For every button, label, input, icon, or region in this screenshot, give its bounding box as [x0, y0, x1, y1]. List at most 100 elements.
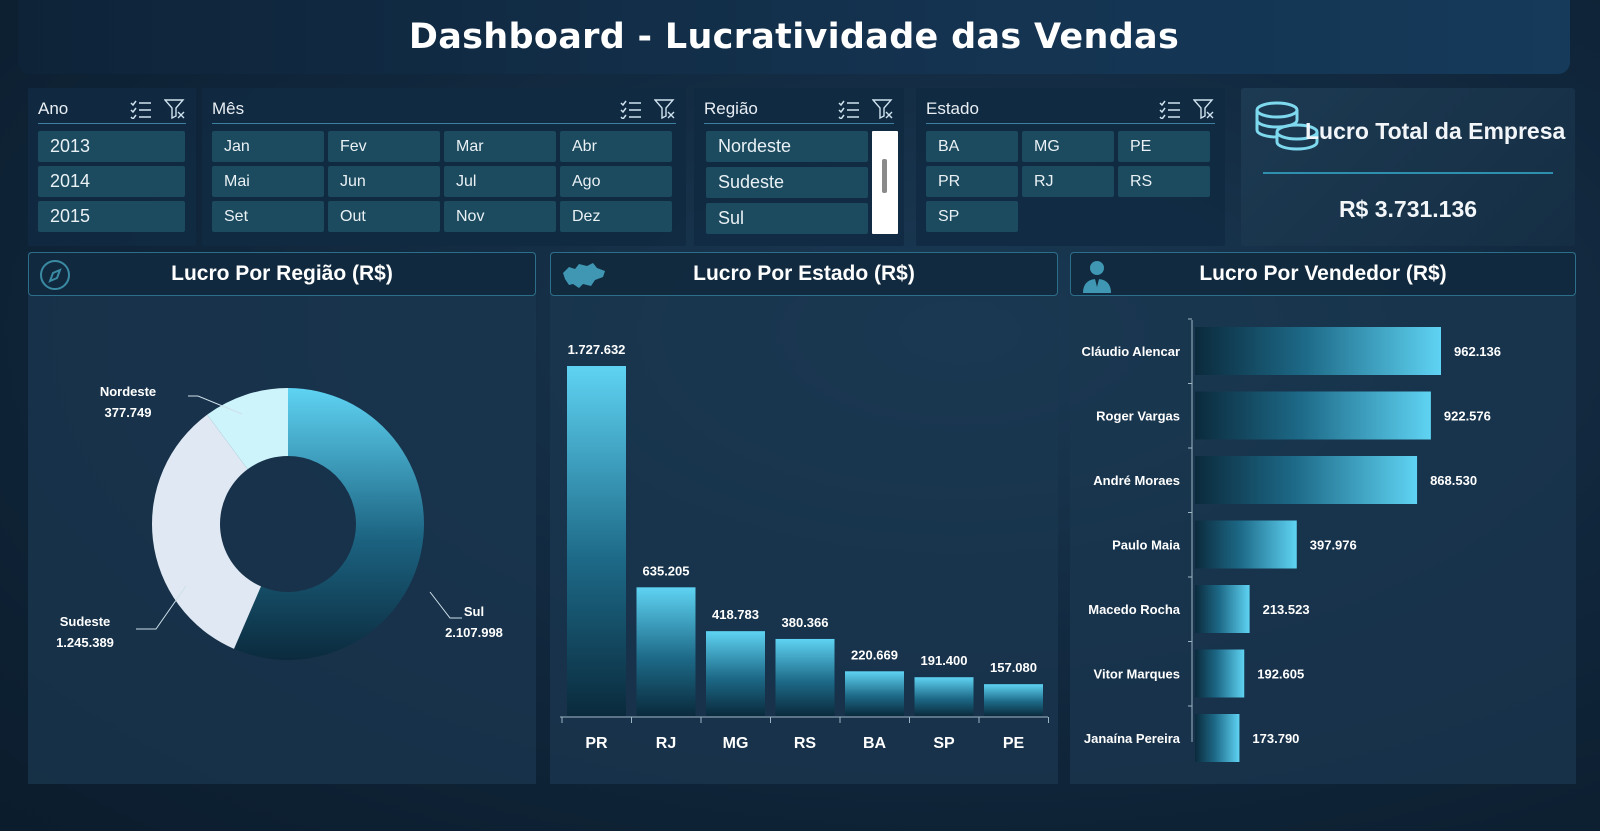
slicer-item-2013[interactable]: 2013	[38, 131, 185, 162]
clear-filter-icon[interactable]	[1193, 98, 1215, 120]
slicer-item-fev[interactable]: Fev	[328, 131, 440, 162]
bar-mg[interactable]	[706, 631, 765, 716]
donut-slice-sul[interactable]	[234, 388, 425, 660]
hbar-5[interactable]	[1195, 585, 1250, 633]
coins-icon	[1255, 101, 1319, 151]
slicer-regiao: Região Nordeste Sudeste Sul	[694, 88, 904, 246]
bar-value-label: 418.783	[712, 607, 759, 622]
x-tick-label: SP	[933, 735, 955, 752]
donut-category-label: Sul	[464, 604, 484, 619]
donut-value-label: 2.107.998	[445, 625, 503, 640]
person-icon	[1083, 261, 1111, 293]
hbar-3[interactable]	[1195, 456, 1418, 504]
bar-sp[interactable]	[914, 677, 974, 716]
x-tick-label: RJ	[656, 735, 676, 752]
slicer-item-mar[interactable]: Mar	[444, 131, 556, 162]
multi-select-icon[interactable]	[130, 99, 152, 119]
slicer-item-jun[interactable]: Jun	[328, 166, 440, 197]
hbar-value-label: 213.523	[1263, 602, 1310, 617]
slicer-item-pe[interactable]: PE	[1118, 131, 1210, 162]
hbar-chart-vendedor: Cláudio Alencar 962.136 Roger Vargas 922.57…	[1082, 318, 1501, 762]
multi-select-icon[interactable]	[1159, 99, 1181, 119]
bar-rj[interactable]	[636, 587, 696, 716]
donut-slice-sudeste[interactable]	[152, 414, 262, 649]
slicer-ano-label: Ano	[38, 98, 69, 118]
slicer-item-sp[interactable]: SP	[926, 201, 1018, 232]
clear-filter-icon[interactable]	[872, 98, 894, 120]
page-title: Dashboard - Lucratividade das Vendas	[408, 17, 1180, 57]
slicer-item-jul[interactable]: Jul	[444, 166, 556, 197]
slicer-ano-header: Ano	[38, 94, 186, 124]
slicer-mes-label: Mês	[212, 98, 245, 118]
donut-category-label: Sudeste	[60, 614, 111, 629]
hbar-value-label: 868.530	[1430, 473, 1477, 488]
slicer-item-ba[interactable]: BA	[926, 131, 1018, 162]
slicer-ano: Ano 2013 2014 2015	[28, 88, 196, 246]
slicer-item-sudeste[interactable]: Sudeste	[706, 167, 868, 198]
panel-lucro-estado: Lucro Por Estado (R$) 1.727.632 PR 635.205…	[550, 252, 1058, 784]
slicer-mes-header: Mês	[212, 94, 676, 124]
y-tick-label: Vitor Marques	[1094, 667, 1180, 682]
donut-value-label: 1.245.389	[56, 635, 114, 650]
bar-rs[interactable]	[775, 638, 835, 716]
bar-value-label: 157.080	[990, 660, 1037, 675]
scrollbar-thumb[interactable]	[882, 159, 887, 193]
slicer-item-2014[interactable]: 2014	[38, 166, 185, 197]
hbar-4[interactable]	[1195, 520, 1297, 569]
slicer-item-rs[interactable]: RS	[1118, 166, 1210, 197]
y-tick-label: Roger Vargas	[1096, 409, 1180, 424]
hbar-7[interactable]	[1195, 714, 1240, 762]
panel-regiao-header: Lucro Por Região (R$)	[28, 252, 536, 296]
slicer-item-ago[interactable]: Ago	[560, 166, 672, 197]
slicer-item-nov[interactable]: Nov	[444, 201, 556, 232]
donut-category-label: Nordeste	[100, 384, 156, 399]
panel-lucro-regiao: Lucro Por Região (R$) Sul 2.107.998 Sudest…	[28, 252, 536, 784]
bar-ba[interactable]	[845, 671, 904, 716]
y-tick-label: Paulo Maia	[1112, 538, 1181, 553]
slicer-item-pr[interactable]: PR	[926, 166, 1018, 197]
y-tick-label: Macedo Rocha	[1088, 602, 1181, 617]
slicer-item-mg[interactable]: MG	[1022, 131, 1114, 162]
slicer-estado-header: Estado	[926, 94, 1215, 124]
slicer-item-set[interactable]: Set	[212, 201, 324, 232]
slicer-item-mai[interactable]: Mai	[212, 166, 324, 197]
slicer-item-2015[interactable]: 2015	[38, 201, 185, 232]
multi-select-icon[interactable]	[838, 99, 860, 119]
x-tick-label: PR	[585, 735, 608, 752]
slicer-item-nordeste[interactable]: Nordeste	[706, 131, 868, 162]
panel-regiao-title: Lucro Por Região (R$)	[171, 262, 393, 285]
slicer-item-abr[interactable]: Abr	[560, 131, 672, 162]
bar-pr[interactable]	[567, 366, 626, 716]
slicer-item-out[interactable]: Out	[328, 201, 440, 232]
panel-lucro-vendedor: Lucro Por Vendedor (R$) Cláudio Alencar 9…	[1070, 252, 1576, 784]
multi-select-icon[interactable]	[620, 99, 642, 119]
hbar-value-label: 922.576	[1444, 409, 1491, 424]
hbar-value-label: 192.605	[1257, 667, 1304, 682]
panel-estado-header: Lucro Por Estado (R$)	[550, 252, 1058, 296]
hbar-1[interactable]	[1195, 327, 1441, 375]
slicer-item-sul[interactable]: Sul	[706, 203, 868, 234]
hbar-6[interactable]	[1195, 649, 1245, 698]
clear-filter-icon[interactable]	[654, 98, 676, 120]
kpi-title: Lucro Total da Empresa	[1305, 118, 1566, 144]
slicer-regiao-scrollbar[interactable]	[872, 131, 898, 234]
slicer-item-dez[interactable]: Dez	[560, 201, 672, 232]
slicer-item-jan[interactable]: Jan	[212, 131, 324, 162]
x-tick-label: MG	[723, 735, 749, 752]
hbar-2[interactable]	[1195, 391, 1431, 440]
slicer-regiao-header: Região	[704, 94, 894, 124]
bar-chart-estado: 1.727.632 PR 635.205 RJ 418.783 MG 380.366 RS 22…	[560, 342, 1049, 752]
bar-pe[interactable]	[984, 684, 1043, 716]
panel-vendedor-title: Lucro Por Vendedor (R$)	[1199, 262, 1447, 285]
x-tick-label: BA	[863, 735, 887, 752]
clear-filter-icon[interactable]	[164, 98, 186, 120]
slicer-mes: Mês Jan Fev Mar Abr Mai Jun Jul Ago Set …	[202, 88, 686, 246]
y-tick-label: Janaína Pereira	[1084, 731, 1181, 746]
slicer-estado-label: Estado	[926, 98, 979, 118]
leader-line	[188, 395, 243, 415]
bar-value-label: 380.366	[782, 615, 829, 630]
kpi-card-lucro-total: Lucro Total da Empresa R$ 3.731.136	[1241, 88, 1575, 246]
y-tick-label: André Moraes	[1093, 473, 1180, 488]
slicer-item-rj[interactable]: RJ	[1022, 166, 1114, 197]
slicer-estado: Estado BA MG PE PR RJ RS SP	[916, 88, 1225, 246]
